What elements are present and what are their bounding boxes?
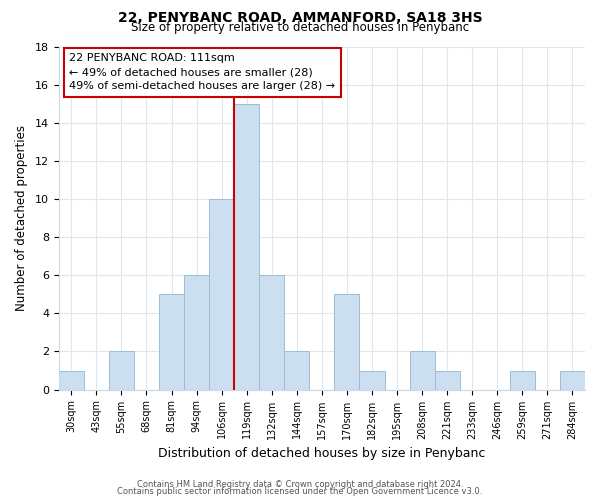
Bar — [410, 352, 434, 390]
Bar — [359, 370, 385, 390]
Y-axis label: Number of detached properties: Number of detached properties — [15, 125, 28, 311]
Bar — [59, 370, 84, 390]
Text: 22 PENYBANC ROAD: 111sqm
← 49% of detached houses are smaller (28)
49% of semi-d: 22 PENYBANC ROAD: 111sqm ← 49% of detach… — [70, 54, 335, 92]
Bar — [184, 275, 209, 390]
Bar — [109, 352, 134, 390]
Bar — [510, 370, 535, 390]
Text: Size of property relative to detached houses in Penybanc: Size of property relative to detached ho… — [131, 21, 469, 34]
Bar — [560, 370, 585, 390]
Bar — [209, 199, 234, 390]
Bar — [159, 294, 184, 390]
Bar — [234, 104, 259, 390]
Bar — [334, 294, 359, 390]
X-axis label: Distribution of detached houses by size in Penybanc: Distribution of detached houses by size … — [158, 447, 485, 460]
Bar — [284, 352, 310, 390]
Bar — [259, 275, 284, 390]
Text: Contains public sector information licensed under the Open Government Licence v3: Contains public sector information licen… — [118, 487, 482, 496]
Text: Contains HM Land Registry data © Crown copyright and database right 2024.: Contains HM Land Registry data © Crown c… — [137, 480, 463, 489]
Text: 22, PENYBANC ROAD, AMMANFORD, SA18 3HS: 22, PENYBANC ROAD, AMMANFORD, SA18 3HS — [118, 11, 482, 25]
Bar — [434, 370, 460, 390]
